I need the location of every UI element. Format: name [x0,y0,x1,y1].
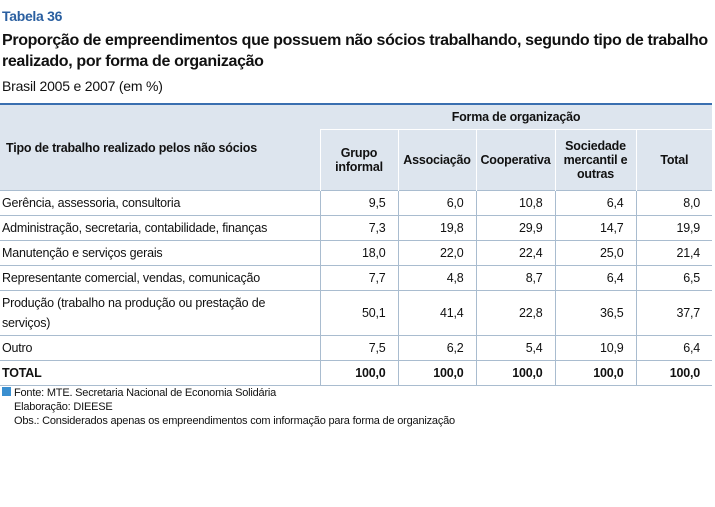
cell: 25,0 [554,240,636,266]
cell: 5,4 [475,335,555,361]
row-label: Representante comercial, vendas, comunic… [0,265,320,291]
group-header: Forma de organização [320,103,713,130]
row-label: Manutenção e serviços gerais [0,240,320,266]
column-header: Cooperativa [475,129,555,191]
table-row: Representante comercial, vendas, comunic… [0,265,713,291]
cell: 6,2 [397,335,476,361]
cell: 6,4 [635,335,713,361]
cell: 29,9 [475,215,555,241]
cell: 100,0 [319,360,398,386]
cell: 9,5 [319,190,398,216]
cell: 18,0 [319,240,398,266]
table-label: Tabela 36 [2,8,63,24]
cell: 21,4 [635,240,713,266]
row-label: Administração, secretaria, contabilidade… [0,215,320,241]
cell: 8,0 [635,190,713,216]
bullet [2,387,11,396]
cell: 22,0 [397,240,476,266]
table-row: Manutenção e serviços gerais 18,0 22,0 22,4… [0,240,713,266]
cell: 22,8 [475,290,555,336]
cell: 100,0 [475,360,555,386]
footer: Fonte: MTE. Secretaria Nacional de Econo… [2,386,455,428]
cell: 100,0 [554,360,636,386]
source: Fonte: MTE. Secretaria Nacional de Econo… [14,387,277,399]
table-row: Produção (trabalho na produção ou presta… [0,290,713,336]
note: Obs.: Considerados apenas os empreendime… [14,415,455,427]
row-header: Tipo de trabalho realizado pelos não sóc… [0,103,320,191]
cell: 6,4 [554,265,636,291]
row-label: Gerência, assessoria, consultoria [0,190,320,216]
title: Proporção de empreendimentos que possuem… [2,32,708,70]
cell: 41,4 [397,290,476,336]
cell: 19,9 [635,215,713,241]
cell: 7,3 [319,215,398,241]
cell: 37,7 [635,290,713,336]
cell: 6,5 [635,265,713,291]
cell: 10,9 [554,335,636,361]
cell: 19,8 [397,215,476,241]
cell: 8,7 [475,265,555,291]
cell: 6,0 [397,190,476,216]
cell: 4,8 [397,265,476,291]
subtitle: Brasil 2005 e 2007 (em %) [2,78,163,94]
row-label: TOTAL [0,360,320,386]
table-row: Administração, secretaria, contabilidade… [0,215,713,241]
cell: 7,7 [319,265,398,291]
table-row: Outro 7,5 6,2 5,4 10,9 6,4 [0,335,713,361]
cell: 14,7 [554,215,636,241]
column-header: Sociedade mercantil e outras [554,129,636,191]
cell: 10,8 [475,190,555,216]
column-header: Total [635,129,713,191]
row-label: Produção (trabalho na produção ou presta… [0,290,320,336]
cell: 7,5 [319,335,398,361]
cell: 100,0 [635,360,713,386]
cell: 6,4 [554,190,636,216]
data-table: Tipo de trabalho realizado pelos não sóc… [0,103,713,386]
elaboration: Elaboração: DIEESE [14,401,113,413]
cell: 22,4 [475,240,555,266]
cell: 50,1 [319,290,398,336]
cell: 36,5 [554,290,636,336]
table-row: TOTAL 100,0 100,0 100,0 100,0 100,0 [0,360,713,386]
table-row: Gerência, assessoria, consultoria 9,5 6,0 1… [0,190,713,216]
column-header: Grupo informal [319,129,398,191]
cell: 100,0 [397,360,476,386]
column-header: Associação [397,129,476,191]
row-label: Outro [0,335,320,361]
